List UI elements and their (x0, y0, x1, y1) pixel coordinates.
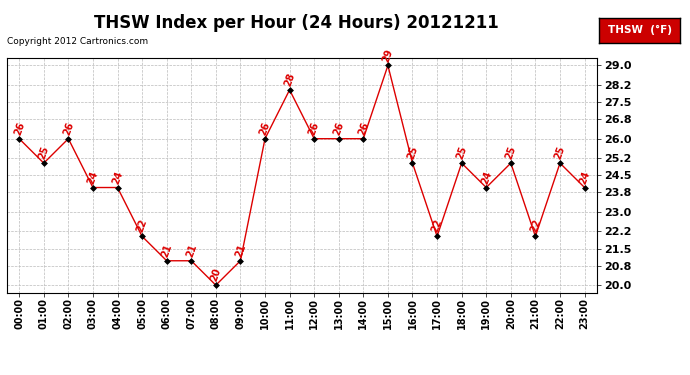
Text: 24: 24 (110, 169, 125, 185)
Text: 22: 22 (135, 218, 149, 234)
Text: 26: 26 (12, 120, 26, 136)
Text: 25: 25 (37, 145, 51, 161)
Text: 21: 21 (159, 243, 174, 259)
Text: 26: 26 (356, 120, 371, 136)
Text: Copyright 2012 Cartronics.com: Copyright 2012 Cartronics.com (7, 38, 148, 46)
Text: 25: 25 (406, 145, 420, 161)
Text: 21: 21 (184, 243, 198, 259)
Text: 22: 22 (430, 218, 444, 234)
Text: 26: 26 (332, 120, 346, 136)
Text: 26: 26 (61, 120, 75, 136)
Text: THSW  (°F): THSW (°F) (608, 26, 671, 35)
Text: 29: 29 (381, 47, 395, 63)
Text: 24: 24 (86, 169, 100, 185)
Text: 25: 25 (455, 145, 469, 161)
Text: 25: 25 (504, 145, 518, 161)
Text: 25: 25 (553, 145, 567, 161)
Text: 22: 22 (529, 218, 542, 234)
Text: 26: 26 (258, 120, 272, 136)
Text: 21: 21 (233, 243, 248, 259)
Text: 20: 20 (209, 267, 223, 283)
Text: 28: 28 (283, 72, 297, 88)
Text: 24: 24 (578, 169, 591, 185)
Text: 24: 24 (480, 169, 493, 185)
Text: THSW Index per Hour (24 Hours) 20121211: THSW Index per Hour (24 Hours) 20121211 (95, 14, 499, 32)
Text: 26: 26 (307, 120, 322, 136)
